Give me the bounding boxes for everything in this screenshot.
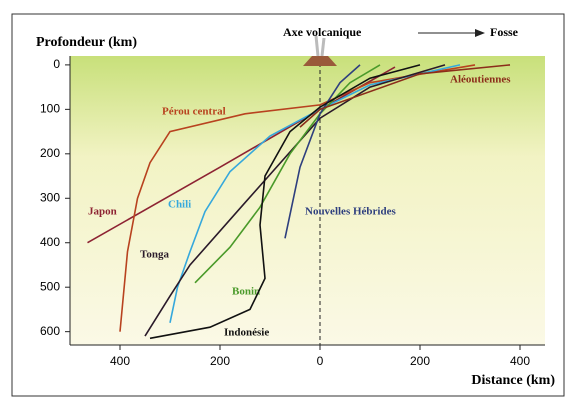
x-axis-label: Distance (km) — [471, 373, 555, 388]
series-label: Indonésie — [224, 327, 269, 339]
y-tick-label: 500 — [40, 279, 60, 293]
y-tick-label: 400 — [40, 235, 60, 249]
series-label: Tonga — [140, 249, 169, 261]
y-axis-label: Profondeur (km) — [36, 35, 137, 50]
y-tick-label: 300 — [40, 190, 60, 204]
y-tick-label: 600 — [40, 324, 60, 338]
series-label: Pérou central — [162, 106, 226, 118]
annotation: Fosse — [490, 25, 519, 39]
y-tick-label: 0 — [53, 57, 60, 71]
x-tick-label: 200 — [210, 354, 230, 368]
series-label: Chili — [168, 199, 191, 211]
y-tick-label: 200 — [40, 146, 60, 160]
annotation: Axe volcanique — [283, 25, 362, 39]
plot-area — [70, 56, 545, 345]
chart: Profondeur (km) Distance (km) Axe volcan… — [0, 0, 577, 404]
series-label: Aléoutiennes — [450, 74, 511, 86]
x-tick-label: 400 — [110, 354, 130, 368]
x-tick-label: 400 — [510, 354, 530, 368]
y-tick-label: 100 — [40, 102, 60, 116]
series-label: Nouvelles Hébrides — [305, 206, 396, 218]
x-tick-label: 0 — [317, 354, 324, 368]
series-label: Japon — [88, 206, 117, 218]
x-tick-label: 200 — [410, 354, 430, 368]
